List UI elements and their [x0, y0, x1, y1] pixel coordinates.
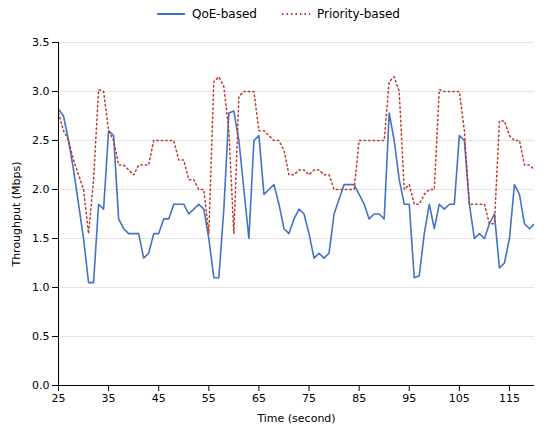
- svg-text:2.5: 2.5: [32, 134, 50, 147]
- svg-text:2.0: 2.0: [32, 183, 50, 196]
- svg-text:0.5: 0.5: [32, 330, 50, 343]
- svg-text:115: 115: [499, 392, 520, 405]
- svg-text:55: 55: [202, 392, 216, 405]
- svg-text:75: 75: [302, 392, 316, 405]
- svg-text:3.5: 3.5: [32, 36, 50, 49]
- svg-text:105: 105: [449, 392, 470, 405]
- svg-text:95: 95: [402, 392, 416, 405]
- svg-text:25: 25: [52, 392, 66, 405]
- svg-text:45: 45: [152, 392, 166, 405]
- svg-text:Time (second): Time (second): [256, 412, 335, 425]
- svg-text:1.5: 1.5: [32, 232, 50, 245]
- html-text:QoE-based: QoE-based: [192, 7, 257, 21]
- svg-text:3.0: 3.0: [32, 85, 50, 98]
- svg-text:Throughput (Mbps): Throughput (Mbps): [10, 161, 23, 267]
- svg-text:1.0: 1.0: [32, 281, 50, 294]
- svg-text:65: 65: [252, 392, 266, 405]
- svg-text:35: 35: [102, 392, 116, 405]
- svg-text:0.0: 0.0: [32, 379, 50, 392]
- html-text:Priority-based: Priority-based: [316, 7, 400, 21]
- svg-text:85: 85: [352, 392, 366, 405]
